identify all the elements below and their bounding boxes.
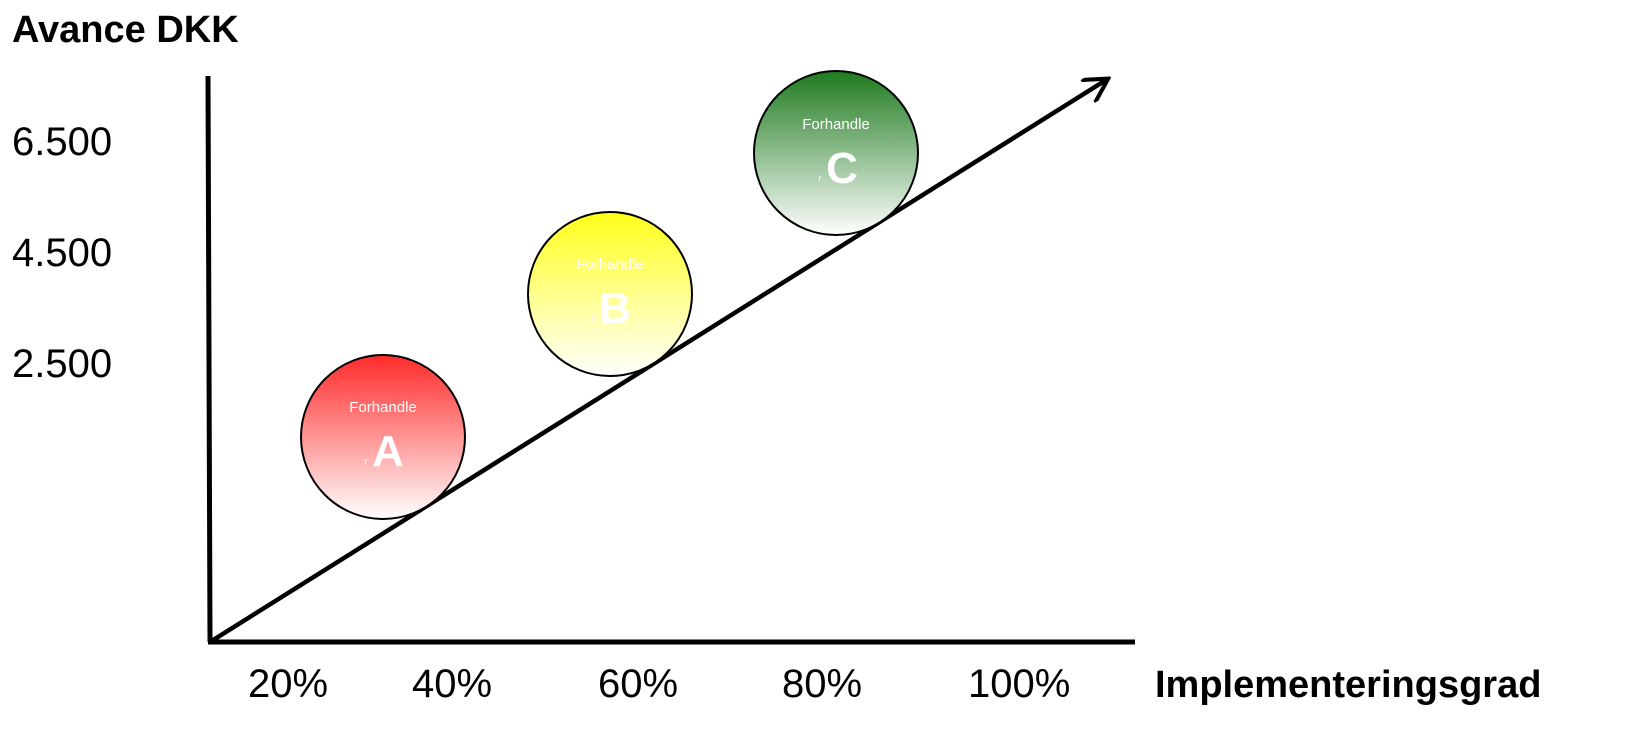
x-axis-title: Implementeringsgrad [1155,664,1541,706]
bubble-a-small-label: r [365,456,368,466]
x-tick-label: 40% [412,662,492,706]
bubble-b-top-label: Forhandle [576,256,644,273]
bubble-b: Forhandle r B [527,211,693,377]
bubble-b-small-label: r [592,313,595,323]
x-tick-label: 80% [782,662,862,706]
bubble-a: Forhandle r A [300,354,466,520]
bubble-c-top-label: Forhandle [802,116,870,133]
bubble-c: Forhandle r C [753,70,919,236]
x-tick-label: 60% [598,662,678,706]
bubble-a-top-label: Forhandle [349,399,417,416]
y-axis-line [205,75,213,643]
bubble-a-circle [300,354,466,520]
y-tick-label: 4.500 [12,231,112,275]
x-tick-label: 100% [968,662,1070,706]
bubble-b-circle [527,211,693,377]
y-axis-title: Avance DKK [12,9,239,51]
bubble-c-letter: C [826,144,858,193]
y-tick-label: 2.500 [12,342,112,386]
bubble-a-letter: A [372,427,404,476]
bubble-c-small-label: r [819,173,822,183]
y-tick-label: 6.500 [12,120,112,164]
bubble-c-circle [753,70,919,236]
x-tick-label: 20% [248,662,328,706]
bubble-b-letter: B [599,284,631,333]
